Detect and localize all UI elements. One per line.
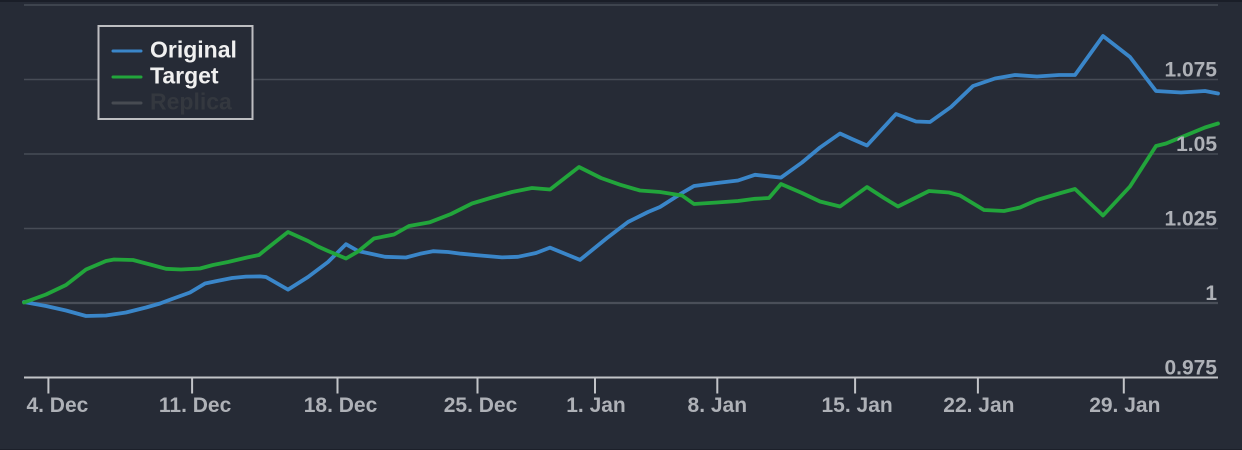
svg-text:25. Dec: 25. Dec xyxy=(444,394,518,417)
svg-text:1. Jan: 1. Jan xyxy=(566,394,626,417)
svg-text:1.075: 1.075 xyxy=(1164,59,1217,82)
svg-text:Target: Target xyxy=(150,63,219,89)
svg-text:Replica: Replica xyxy=(150,89,232,115)
svg-text:0.975: 0.975 xyxy=(1164,357,1217,380)
svg-text:1.025: 1.025 xyxy=(1164,208,1217,231)
svg-text:4. Dec: 4. Dec xyxy=(26,394,88,417)
svg-text:11. Dec: 11. Dec xyxy=(159,394,232,417)
svg-text:18. Dec: 18. Dec xyxy=(304,394,378,417)
svg-text:8. Jan: 8. Jan xyxy=(688,394,748,417)
svg-text:15. Jan: 15. Jan xyxy=(821,394,892,417)
svg-text:Original: Original xyxy=(150,37,237,63)
svg-text:1.05: 1.05 xyxy=(1176,133,1217,156)
svg-text:29. Jan: 29. Jan xyxy=(1089,394,1160,417)
svg-text:22. Jan: 22. Jan xyxy=(943,394,1014,417)
svg-text:1: 1 xyxy=(1205,282,1217,305)
